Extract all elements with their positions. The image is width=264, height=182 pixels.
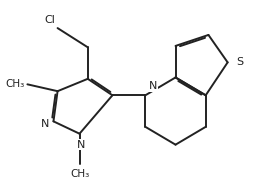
Text: N: N	[149, 81, 157, 91]
Text: N: N	[77, 140, 85, 150]
Text: CH₃: CH₃	[70, 169, 89, 179]
Text: CH₃: CH₃	[5, 79, 25, 89]
Text: N: N	[41, 119, 49, 129]
Text: Cl: Cl	[44, 15, 55, 25]
Text: S: S	[236, 57, 243, 67]
